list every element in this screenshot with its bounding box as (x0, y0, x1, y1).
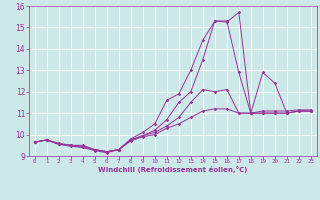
X-axis label: Windchill (Refroidissement éolien,°C): Windchill (Refroidissement éolien,°C) (98, 166, 247, 173)
